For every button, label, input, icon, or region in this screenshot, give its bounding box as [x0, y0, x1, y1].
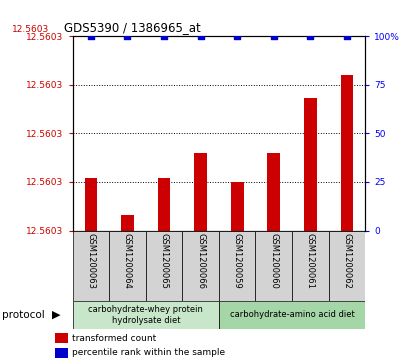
Bar [121, 215, 134, 231]
Text: percentile rank within the sample: percentile rank within the sample [72, 348, 225, 358]
Point [307, 33, 314, 39]
Text: GSM1200065: GSM1200065 [159, 233, 168, 289]
Point [271, 33, 277, 39]
Bar [73, 301, 219, 329]
Point [344, 33, 350, 39]
Bar [219, 231, 256, 301]
Bar [182, 231, 219, 301]
Point [197, 33, 204, 39]
Text: GSM1200063: GSM1200063 [86, 233, 95, 289]
Text: GSM1200060: GSM1200060 [269, 233, 278, 289]
Point [88, 33, 94, 39]
Bar [341, 75, 353, 231]
Text: GSM1200064: GSM1200064 [123, 233, 132, 289]
Bar [231, 182, 244, 231]
Text: protocol: protocol [2, 310, 45, 320]
Bar [329, 231, 365, 301]
Bar [267, 153, 280, 231]
Text: GSM1200062: GSM1200062 [342, 233, 352, 289]
Bar [304, 98, 317, 231]
Text: 12.5603: 12.5603 [12, 25, 50, 34]
Text: ▶: ▶ [52, 310, 60, 320]
Point [234, 33, 241, 39]
Bar [146, 231, 182, 301]
Text: GSM1200066: GSM1200066 [196, 233, 205, 289]
Bar [109, 231, 146, 301]
Text: carbohydrate-amino acid diet: carbohydrate-amino acid diet [229, 310, 354, 319]
Bar [85, 178, 97, 231]
Text: transformed count: transformed count [72, 334, 156, 343]
Text: GSM1200059: GSM1200059 [233, 233, 242, 288]
Bar [73, 231, 109, 301]
Text: GSM1200061: GSM1200061 [306, 233, 315, 289]
Text: carbohydrate-whey protein
hydrolysate diet: carbohydrate-whey protein hydrolysate di… [88, 305, 203, 325]
Point [161, 33, 167, 39]
Bar [55, 333, 68, 343]
Bar [158, 178, 171, 231]
Bar [194, 153, 207, 231]
Bar [55, 348, 68, 358]
Bar [219, 301, 365, 329]
Bar [292, 231, 329, 301]
Point [124, 33, 131, 39]
Bar [256, 231, 292, 301]
Text: GDS5390 / 1386965_at: GDS5390 / 1386965_at [64, 21, 201, 34]
